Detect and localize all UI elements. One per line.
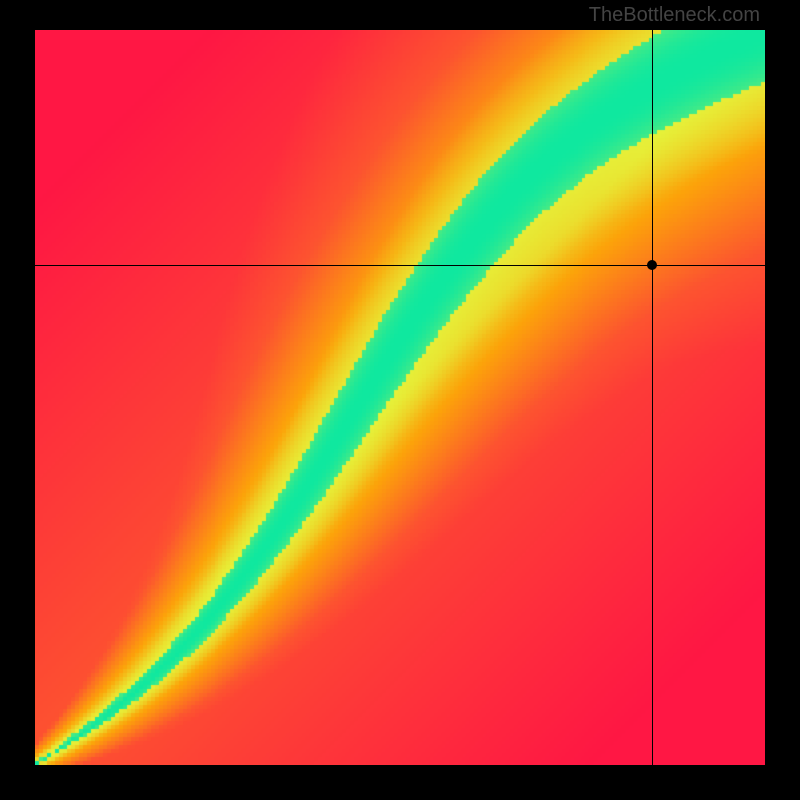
bottleneck-heatmap-plot [35,30,765,765]
crosshair-marker [647,260,657,270]
heatmap-canvas [35,30,765,765]
watermark-text: TheBottleneck.com [589,4,760,27]
crosshair-vertical [652,30,653,765]
